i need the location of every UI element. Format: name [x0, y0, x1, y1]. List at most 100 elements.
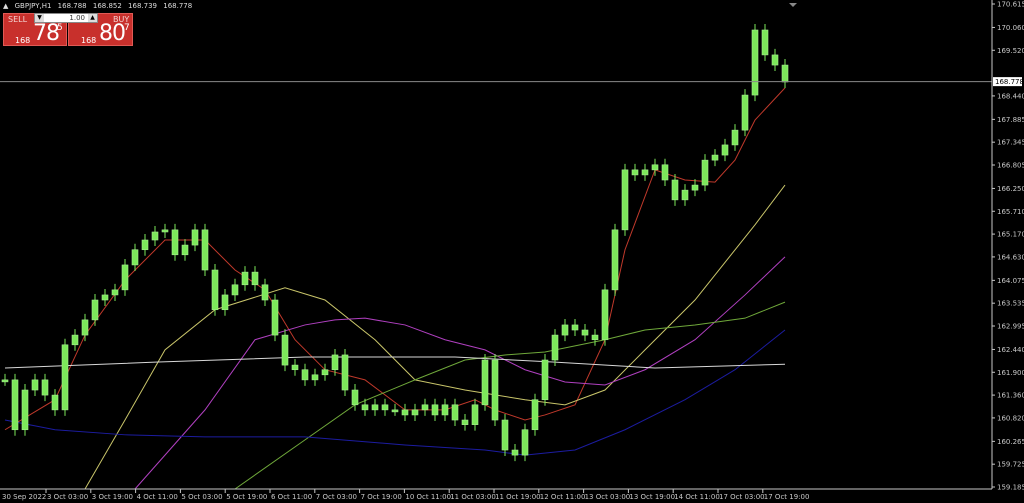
y-tick-label: 167.885 — [997, 116, 1024, 124]
x-tick-label: 7 Oct 19:00 — [361, 493, 402, 501]
candle — [681, 184, 689, 206]
moving-average-line-1 — [84, 184, 786, 490]
candle-body — [41, 379, 49, 396]
buy-price-big: 80 — [99, 21, 126, 46]
candle — [101, 288, 109, 307]
x-tick-label: 6 Oct 11:00 — [271, 493, 312, 501]
candle — [71, 329, 79, 351]
low-value: 168.739 — [128, 2, 157, 10]
candle-body — [261, 284, 269, 301]
candle-body — [201, 229, 209, 271]
x-tick-label: 17 Oct 19:00 — [764, 493, 810, 501]
candle — [411, 403, 419, 421]
candle — [561, 318, 569, 342]
candle — [581, 324, 589, 342]
sell-label: SELL — [8, 15, 28, 24]
x-tick-label: 17 Oct 03:00 — [719, 493, 765, 501]
candle — [441, 398, 449, 421]
candle — [371, 398, 379, 416]
candle-body — [501, 419, 509, 451]
candle-body — [571, 324, 579, 331]
candle — [11, 373, 19, 436]
candle-body — [541, 359, 549, 401]
candle-body — [761, 29, 769, 56]
candle-body — [481, 359, 489, 406]
candle-body — [71, 334, 79, 346]
lot-increase-icon[interactable]: ▲ — [88, 14, 97, 22]
candle-body — [721, 144, 729, 156]
y-tick-label: 166.805 — [997, 162, 1024, 170]
moving-average-line-2 — [134, 256, 786, 490]
candle — [661, 158, 669, 187]
lot-decrease-icon[interactable]: ▼ — [35, 14, 44, 22]
candle — [301, 363, 309, 386]
candle — [591, 329, 599, 346]
candle-body — [351, 389, 359, 406]
lot-size-input[interactable]: ▼ 1.00 ▲ — [34, 13, 98, 23]
candle-body — [281, 334, 289, 366]
candle — [491, 354, 499, 427]
candle — [771, 48, 779, 72]
candle-body — [731, 129, 739, 146]
candle-body — [141, 239, 149, 251]
candle — [91, 294, 99, 326]
candle-body — [681, 189, 689, 201]
candle — [471, 398, 479, 431]
triangle-up-icon[interactable]: ▲ — [3, 2, 9, 10]
candle-body — [111, 289, 119, 296]
candle — [21, 384, 29, 436]
y-tick-label: 164.630 — [997, 253, 1024, 261]
candle-body — [11, 379, 19, 431]
candle-body — [361, 404, 369, 411]
chart-shift-icon[interactable] — [789, 3, 797, 7]
candle — [241, 266, 249, 291]
x-tick-label: 7 Oct 03:00 — [316, 493, 357, 501]
candle-body — [181, 244, 189, 256]
candle-body — [651, 164, 659, 171]
candle — [761, 23, 769, 61]
candle-body — [531, 399, 539, 431]
candle-body — [311, 374, 319, 381]
candle — [161, 223, 169, 238]
candle-body — [641, 169, 649, 176]
candle-body — [441, 404, 449, 416]
candle-body — [241, 271, 249, 286]
y-tick-label: 169.520 — [997, 47, 1024, 55]
candle-body — [231, 284, 239, 296]
candle — [231, 278, 239, 301]
candle — [41, 373, 49, 402]
candles — [1, 23, 789, 462]
candle — [521, 423, 529, 462]
y-tick-label: 168.440 — [997, 92, 1024, 100]
y-tick-label: 160.265 — [997, 438, 1024, 446]
candle-body — [621, 169, 629, 231]
candle — [341, 348, 349, 397]
candle-body — [321, 369, 329, 376]
candle — [121, 258, 129, 296]
y-tick-label: 160.820 — [997, 414, 1024, 422]
candle-body — [431, 404, 439, 416]
candle-body — [301, 369, 309, 381]
candle-body — [521, 429, 529, 456]
candle — [281, 329, 289, 372]
candle — [731, 124, 739, 151]
candle — [31, 373, 39, 397]
candle-body — [491, 359, 499, 421]
candle-body — [371, 404, 379, 411]
close-value: 168.778 — [163, 2, 193, 10]
candle — [751, 23, 759, 102]
candle — [291, 359, 299, 376]
x-tick-label: 12 Oct 11:00 — [540, 493, 586, 501]
candle — [381, 398, 389, 416]
candle — [511, 444, 519, 462]
candle — [621, 163, 629, 236]
candle-body — [81, 319, 89, 336]
candle — [431, 398, 439, 421]
candle-body — [601, 289, 609, 341]
candle — [421, 398, 429, 416]
candle-body — [771, 54, 779, 66]
candle-body — [561, 324, 569, 336]
x-tick-label: 13 Oct 03:00 — [585, 493, 631, 501]
lot-value[interactable]: 1.00 — [69, 14, 85, 22]
